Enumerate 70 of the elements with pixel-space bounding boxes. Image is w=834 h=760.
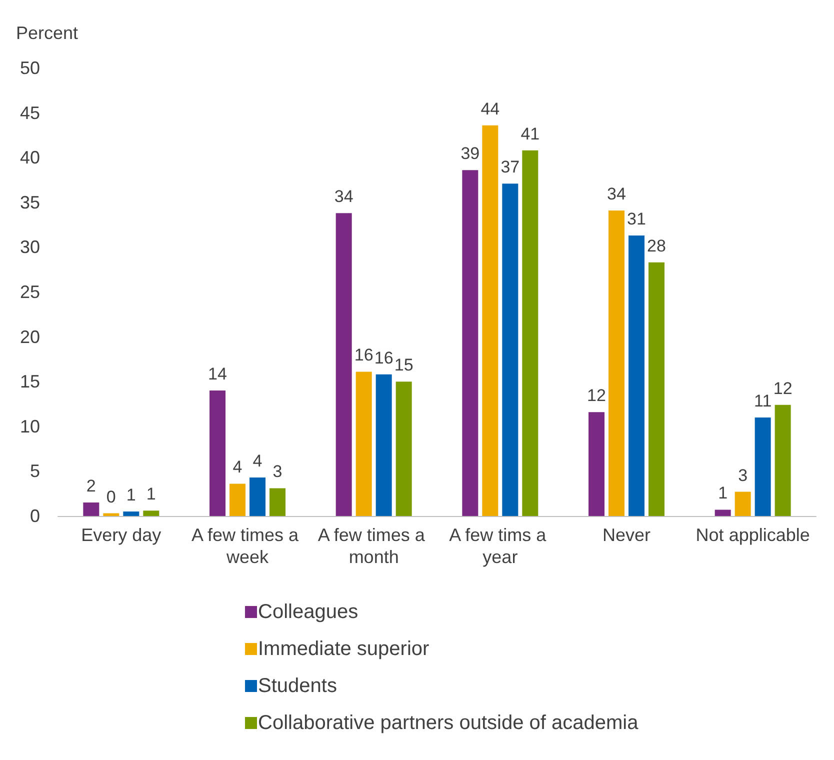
data-label: 39 — [460, 144, 480, 164]
bar — [83, 502, 100, 516]
bar — [462, 170, 478, 516]
data-label: 16 — [354, 346, 374, 365]
y-tick-label: 45 — [20, 102, 40, 123]
data-label: 4 — [252, 451, 262, 470]
y-tick-label: 40 — [20, 148, 40, 168]
x-tick-label: Not applicable — [696, 525, 810, 545]
bar — [608, 210, 624, 516]
y-axis-title: Percent — [16, 23, 78, 43]
bar — [754, 417, 771, 516]
bar — [648, 262, 664, 516]
y-tick-label: 20 — [20, 326, 40, 347]
bar — [714, 510, 731, 516]
legend-label: Students — [258, 675, 337, 697]
y-tick-label: 10 — [20, 416, 40, 436]
x-tick-label: Every day — [81, 525, 162, 545]
x-tick-label: A few times a week — [191, 525, 304, 567]
data-label: 15 — [394, 356, 414, 375]
y-tick-label: 15 — [20, 372, 40, 392]
data-label: 3 — [738, 466, 748, 485]
bar — [628, 236, 644, 516]
legend-label: Colleagues — [258, 601, 358, 623]
bar — [522, 150, 538, 516]
bar — [502, 184, 518, 516]
y-tick-label: 0 — [30, 506, 40, 526]
bar — [482, 125, 498, 516]
data-label: 11 — [754, 391, 772, 410]
bar — [336, 213, 352, 516]
bar — [230, 484, 246, 516]
x-tick-label: A few times a month — [318, 525, 430, 567]
bar — [734, 492, 751, 516]
legend-label: Immediate superior — [258, 638, 430, 660]
data-label: 16 — [374, 348, 394, 368]
y-tick-label: 30 — [20, 237, 40, 258]
bar — [123, 512, 140, 516]
y-tick-label: 25 — [20, 282, 40, 302]
bar — [103, 513, 120, 516]
data-label: 1 — [718, 484, 728, 503]
bar — [396, 382, 412, 516]
bar — [270, 488, 286, 516]
y-tick-label: 5 — [30, 461, 40, 482]
data-label: 2 — [86, 476, 96, 496]
data-label: 4 — [232, 458, 242, 477]
data-label: 1 — [146, 484, 156, 504]
y-tick-label: 35 — [20, 192, 40, 212]
data-label: 41 — [520, 124, 540, 144]
bar — [143, 510, 160, 516]
bar — [210, 390, 226, 516]
data-label: 34 — [607, 184, 626, 204]
data-label: 31 — [627, 210, 646, 229]
data-label: 3 — [272, 462, 282, 482]
data-label: 28 — [647, 236, 666, 256]
data-label: 34 — [334, 187, 354, 206]
data-label: 14 — [208, 364, 227, 384]
bar — [250, 477, 266, 516]
data-label: 0 — [106, 487, 116, 506]
data-label: 44 — [480, 99, 500, 118]
data-label: 12 — [587, 386, 606, 406]
bar — [376, 374, 392, 516]
bar — [588, 412, 604, 516]
data-label: 1 — [126, 486, 136, 505]
data-label: 12 — [773, 378, 792, 398]
x-tick-label: Never — [602, 525, 651, 545]
data-label: 37 — [500, 158, 520, 177]
bar — [356, 372, 372, 516]
legend-label: Collaborative partners outside of academia — [258, 712, 640, 734]
bar — [774, 404, 791, 516]
y-tick-label: 50 — [20, 58, 40, 78]
x-tick-label: A few tims a year — [449, 525, 552, 567]
